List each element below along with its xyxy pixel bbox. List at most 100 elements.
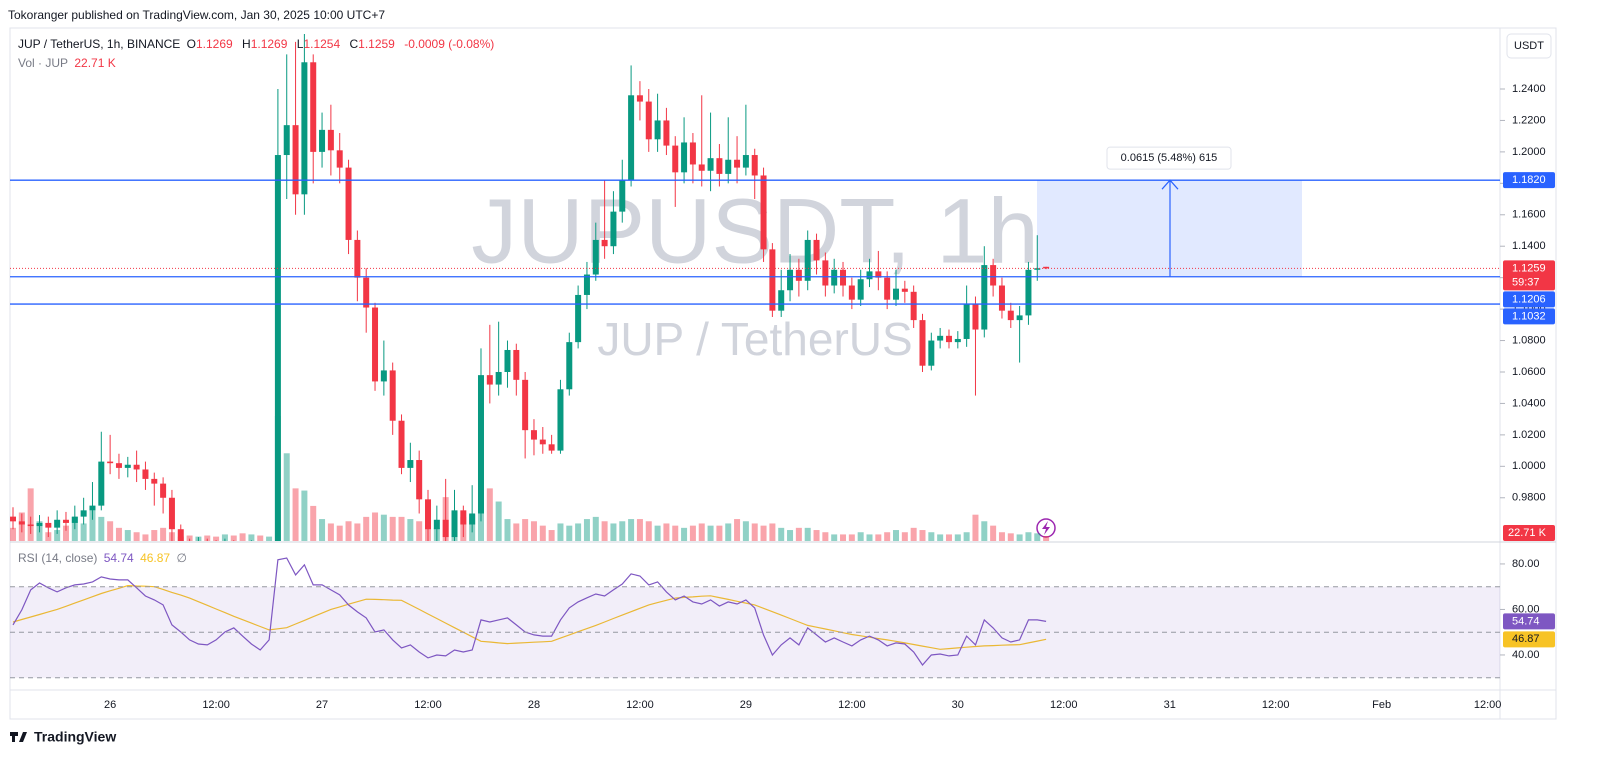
volume-bar [389, 516, 396, 541]
volume-bar [248, 534, 255, 541]
volume-bar [725, 523, 732, 541]
rsi-legend: RSI (14, close) 54.74 46.87 ∅ [18, 551, 190, 565]
volume-bar [292, 488, 299, 541]
rsi-null: ∅ [176, 551, 187, 565]
y-tick-label: 1.2400 [1512, 83, 1546, 95]
candle-body [442, 519, 449, 538]
x-tick-label: 12:00 [1262, 699, 1290, 711]
y-tick-label: 1.2200 [1512, 114, 1546, 126]
candle-body [566, 342, 573, 390]
volume-bar [363, 516, 370, 541]
candle-body [319, 129, 326, 152]
volume-bar [416, 521, 423, 541]
candle-body [195, 543, 201, 548]
volume-bar [283, 453, 290, 541]
volume-bar [601, 521, 608, 541]
volume-bar [548, 530, 555, 541]
volume-bar [530, 521, 537, 541]
volume-bar [848, 534, 855, 541]
volume-bar [257, 535, 264, 541]
candle-body [495, 371, 502, 385]
frame [9, 27, 1557, 720]
y-tick-label: 1.1400 [1512, 240, 1546, 252]
candle-body [725, 159, 732, 174]
x-tick-label: Feb [1372, 699, 1391, 711]
candle-body [813, 239, 820, 261]
rsi-value: 54.74 [103, 551, 134, 565]
candle-body [513, 349, 520, 380]
x-tick-label: 12:00 [202, 699, 230, 711]
volume-bar [1007, 533, 1014, 541]
rsi-ma-value: 46.87 [140, 551, 171, 565]
volume-bar [893, 530, 899, 541]
candle-body [901, 288, 908, 292]
candle-body [928, 340, 935, 366]
y-tick-label: 1.1600 [1512, 209, 1546, 221]
volume-bar [513, 523, 520, 541]
candle-body [292, 125, 299, 195]
volume-label-box [1503, 525, 1555, 541]
volume-bar [62, 525, 69, 541]
value: 1.1269 [195, 37, 233, 51]
volume-bar [742, 521, 749, 541]
candle-body [742, 155, 749, 168]
volume-bar [981, 521, 988, 541]
rsi-name: RSI (14, close) [18, 551, 98, 565]
candle-body [848, 285, 855, 300]
volume-bar [760, 525, 767, 541]
candle-body [689, 142, 696, 165]
x-tick-label: 28 [528, 699, 540, 711]
countdown: 59:37 [1512, 276, 1540, 288]
volume-bar [575, 523, 582, 541]
candle-body [407, 460, 414, 468]
candle-body [681, 142, 688, 173]
volume-bar [398, 516, 405, 541]
candle-body [875, 271, 882, 278]
volume-bar [698, 523, 705, 541]
volume-bar [681, 527, 688, 541]
volume-name: Vol · JUP [18, 56, 69, 70]
rsi-label-box [1503, 613, 1555, 630]
candle-body [866, 271, 873, 280]
volume-bar [230, 535, 237, 541]
candle-body [240, 548, 246, 551]
candle-body [530, 430, 537, 440]
candle-body [716, 158, 723, 174]
volume-bar [769, 523, 776, 541]
symbol: JUP / TetherUS, 1h, BINANCE [18, 37, 181, 51]
price-label: 1.1032 [1512, 310, 1546, 322]
footer-brand: TradingView [34, 729, 116, 745]
x-tick-label: 27 [316, 699, 328, 711]
candle-body [62, 519, 69, 523]
candle-body [910, 291, 917, 321]
candle-body [336, 150, 343, 168]
volume-bar [98, 516, 105, 541]
candle-body [778, 290, 785, 311]
rsi-ma-label-box [1503, 631, 1555, 648]
candle-body [734, 159, 741, 168]
volume-bar [10, 527, 16, 541]
volume-bar [645, 521, 652, 541]
candle-body [274, 155, 281, 541]
candle-body [981, 265, 988, 330]
volume-bar [372, 512, 379, 541]
volume-bar [213, 536, 220, 541]
volume-bar [813, 530, 820, 541]
x-tick-label: 12:00 [1474, 699, 1502, 711]
volume-bar [319, 519, 326, 541]
candle-body [619, 180, 626, 212]
volume-bar [866, 534, 873, 541]
candle-body [460, 510, 467, 525]
currency-button[interactable] [1506, 33, 1552, 59]
volume-bar [115, 527, 122, 541]
currency[interactable]: USDT [1514, 40, 1544, 52]
candle-body [310, 62, 317, 152]
volume-bar [795, 527, 802, 541]
rsi-tick-label: 60.00 [1512, 603, 1540, 615]
x-tick-label: 12:00 [838, 699, 866, 711]
volume-bar [336, 525, 343, 541]
candle-body [257, 547, 263, 550]
candle-body [610, 211, 617, 247]
candle-body [398, 420, 405, 468]
